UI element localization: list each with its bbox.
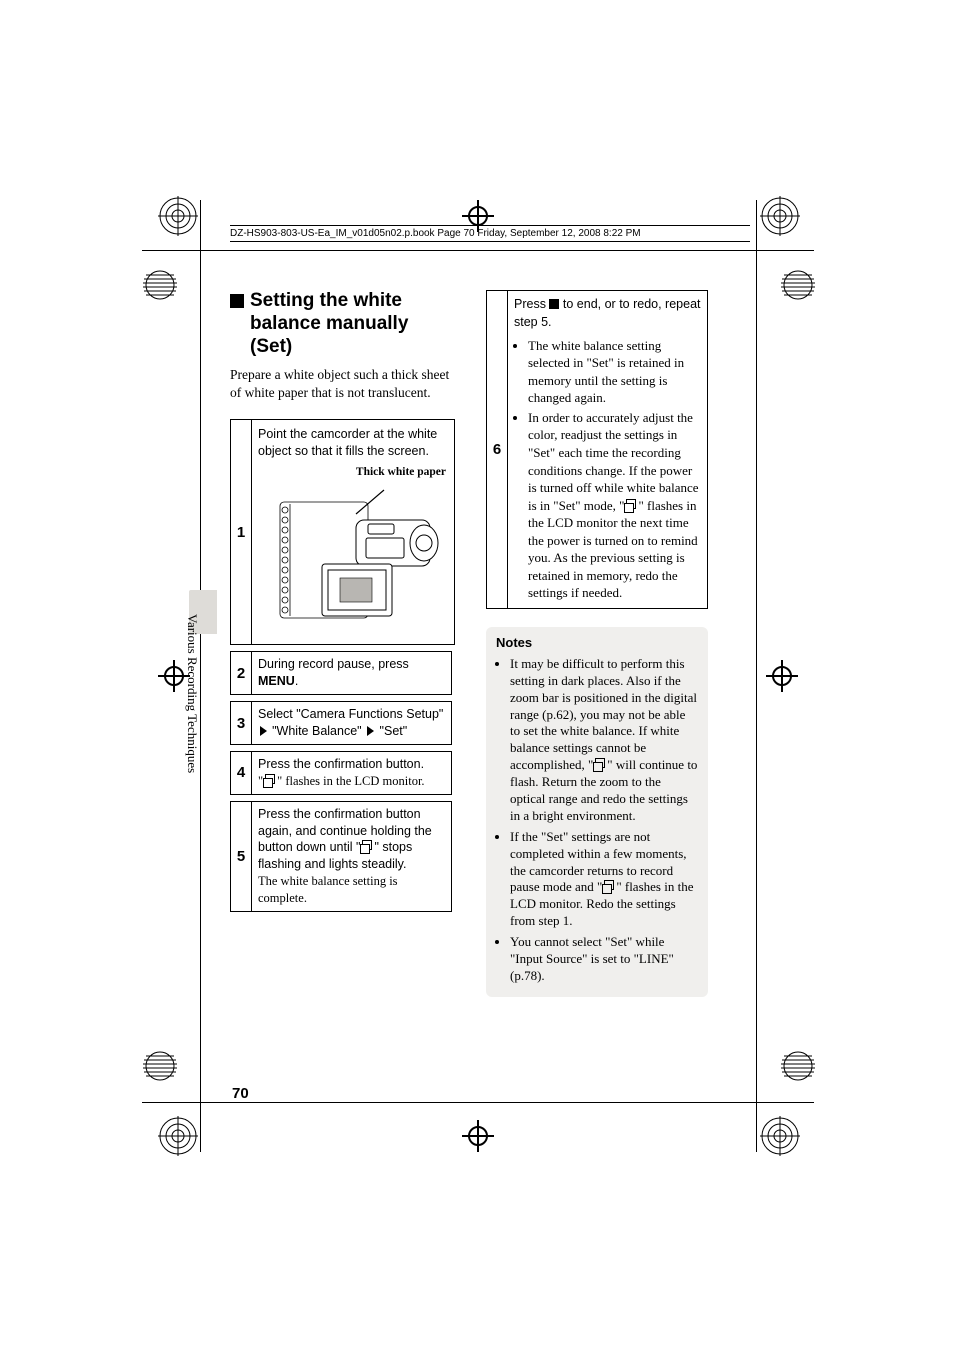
regmark-br-outer [760,1116,800,1156]
step-6-bullet-1: The white balance setting selected in "S… [528,337,701,407]
section-title-text: Setting the white balance manually (Set) [250,290,452,358]
regmark-bl-outer [158,1116,198,1156]
intro-text: Prepare a white object such a thick shee… [230,366,452,401]
step-4-number: 4 [230,751,252,795]
trim-line-v-right [756,200,757,1152]
stop-icon [549,299,559,309]
notes-box: Notes It may be difficult to perform thi… [486,627,708,997]
note-3: You cannot select "Set" while "Input Sou… [510,934,698,985]
step-5: 5 Press the confirmation button again, a… [230,801,452,912]
step-3-text-3: "Set" [376,724,407,738]
right-triangle-icon [260,726,267,736]
step-2: 2 During record pause, press MENU. [230,651,452,695]
step-3-number: 3 [230,701,252,745]
diagram-label: Thick white paper [356,466,446,479]
square-bullet-icon [230,294,244,308]
section-tab-label: Various Recording Techniques [184,614,200,773]
trim-line-h-top [142,250,814,251]
step-3: 3 Select "Camera Functions Setup" "White… [230,701,452,745]
section-title: Setting the white balance manually (Set) [230,290,452,358]
step-2-text-b: MENU [258,674,295,688]
step-2-text-c: . [295,674,298,688]
camcorder-svg [258,464,448,634]
wb-set-icon [624,501,638,511]
crosshair-bottom [462,1120,494,1152]
step-5-number: 5 [230,801,252,912]
step-3-text-1: Select "Camera Functions Setup" [258,707,443,721]
regmark-tl-outer [158,196,198,236]
camcorder-diagram: Thick white paper [258,464,448,634]
step-2-number: 2 [230,651,252,695]
right-triangle-icon [367,726,374,736]
regmark-tr-outer [760,196,800,236]
step-5-text-3: The white balance setting is complete. [258,873,445,907]
page-number: 70 [232,1085,249,1102]
trim-line-h-bottom [142,1102,814,1103]
trim-line-v-left [200,200,201,1152]
step-4-text-2b: " flashes in the LCD monitor. [277,774,424,788]
wb-set-icon [360,842,374,852]
notes-heading: Notes [496,635,698,652]
step-6: 6 Press to end, or to redo, repeat step … [486,290,708,609]
step-2-text-a: During record pause, press [258,657,409,671]
book-header: DZ-HS903-803-US-Ea_IM_v01d05n02.p.book P… [230,225,750,242]
step-3-text-2: "White Balance" [272,724,365,738]
regmark-tl-stripe [140,265,180,305]
crosshair-right [766,660,798,692]
step-6-lead-a: Press [514,297,549,311]
step-1-number: 1 [230,419,252,645]
step-1-text: Point the camcorder at the white object … [258,426,448,460]
step-1: 1 Point the camcorder at the white objec… [230,419,452,645]
wb-set-icon [593,760,607,770]
regmark-tr-stripe [778,265,818,305]
regmark-br-stripe [778,1046,818,1086]
wb-set-icon [263,776,277,786]
step-4: 4 Press the confirmation button. "" flas… [230,751,452,795]
note-2: If the "Set" settings are not completed … [510,829,698,930]
regmark-bl-stripe [140,1046,180,1086]
step-6-bullet-2: In order to accurately adjust the color,… [528,409,701,602]
note-1: It may be difficult to perform this sett… [510,656,698,825]
wb-set-icon [602,882,616,892]
step-6-number: 6 [486,290,508,609]
step-4-text-1: Press the confirmation button. [258,756,445,773]
